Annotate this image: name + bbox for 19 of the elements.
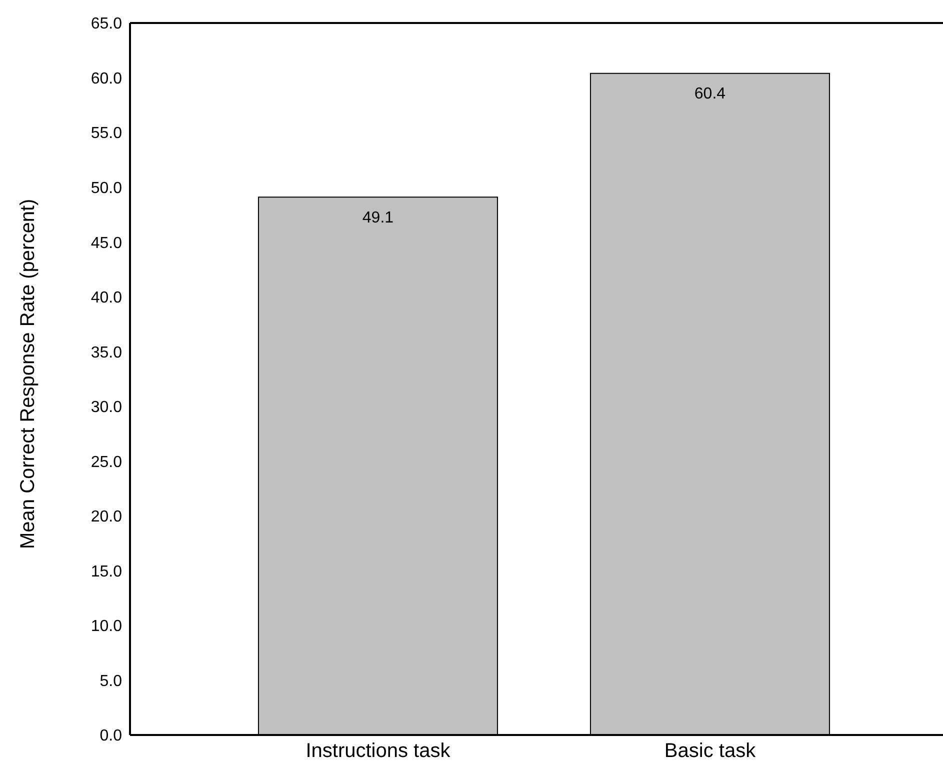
y-tick-label: 10.0 bbox=[90, 618, 122, 636]
y-tick-label: 55.0 bbox=[90, 125, 122, 142]
y-tick-label: 30.0 bbox=[90, 399, 122, 416]
y-tick-label: 20.0 bbox=[90, 508, 122, 526]
x-tick-label: Instructions task bbox=[306, 740, 452, 762]
y-tick-label: 50.0 bbox=[90, 180, 122, 197]
y-tick-label: 0.0 bbox=[100, 728, 122, 745]
x-tick-label: Basic task bbox=[664, 740, 757, 762]
y-tick-label: 65.0 bbox=[90, 16, 122, 33]
y-axis-title: Mean Correct Response Rate (percent) bbox=[17, 198, 40, 549]
data-label: 60.4 bbox=[694, 86, 726, 103]
y-tick-label: 45.0 bbox=[90, 234, 122, 252]
y-tick-label: 5.0 bbox=[100, 672, 122, 690]
y-tick-label: 15.0 bbox=[90, 563, 122, 580]
y-tick-label: 60.0 bbox=[90, 70, 122, 88]
y-tick-label: 25.0 bbox=[90, 454, 122, 471]
y-tick-label: 40.0 bbox=[90, 290, 122, 307]
y-tick-label: 35.0 bbox=[90, 344, 122, 362]
data-label: 49.1 bbox=[362, 210, 394, 227]
